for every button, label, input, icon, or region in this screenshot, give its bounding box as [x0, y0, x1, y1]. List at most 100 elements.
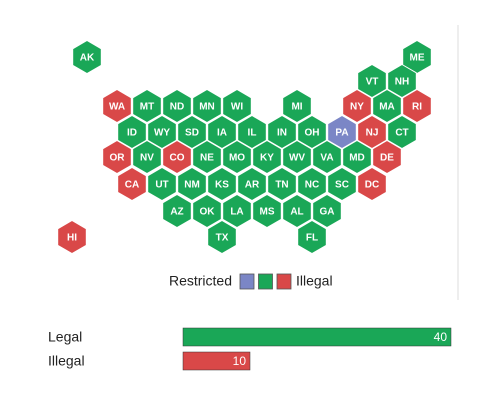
state-hex	[372, 88, 402, 124]
state-hex	[237, 166, 267, 202]
legend-swatch	[276, 273, 292, 290]
state-hex	[102, 88, 132, 124]
state-label: NE	[200, 153, 214, 164]
state-label: OH	[305, 128, 320, 139]
state-label: NC	[305, 180, 319, 191]
state-hex	[282, 88, 312, 124]
state-label: ME	[410, 53, 425, 64]
state-label: VT	[366, 77, 379, 88]
state-label: AR	[245, 180, 260, 191]
state-hex	[192, 88, 222, 124]
state-label: WY	[154, 128, 170, 139]
state-hex	[162, 193, 192, 229]
state-label: AL	[290, 207, 303, 218]
state-label: KY	[260, 153, 274, 164]
state-hex	[387, 114, 417, 150]
state-hex	[297, 219, 327, 255]
state-label: OK	[200, 207, 216, 218]
state-hex	[177, 114, 207, 150]
legend-label: Illegal	[296, 273, 333, 289]
state-label: NY	[350, 102, 364, 113]
state-hex	[282, 139, 312, 175]
state-hex	[312, 193, 342, 229]
legend-swatch	[239, 273, 255, 290]
state-hex	[222, 139, 252, 175]
state-hex	[312, 139, 342, 175]
state-label: PA	[335, 128, 348, 139]
bar-value-label: 10	[233, 354, 247, 368]
state-label: IN	[277, 128, 287, 139]
state-label: CO	[170, 153, 185, 164]
state-label: SD	[185, 128, 199, 139]
state-label: GA	[320, 207, 335, 218]
state-label: NV	[140, 153, 154, 164]
state-hex	[237, 114, 267, 150]
state-hex	[132, 88, 162, 124]
state-hex	[342, 88, 372, 124]
state-label: IL	[248, 128, 257, 139]
state-label: MD	[349, 153, 365, 164]
state-hex	[357, 166, 387, 202]
state-label: AK	[80, 53, 95, 64]
state-hex	[162, 88, 192, 124]
state-label: MN	[199, 102, 215, 113]
state-hex	[402, 88, 432, 124]
bar	[182, 351, 251, 371]
state-label: WA	[109, 102, 125, 113]
legend-label: Restricted	[169, 273, 232, 289]
state-hex	[327, 166, 357, 202]
state-label: WI	[231, 102, 243, 113]
state-hex	[207, 114, 237, 150]
state-hex	[117, 166, 147, 202]
state-label: MT	[140, 102, 154, 113]
state-hex	[57, 219, 87, 255]
state-label: IA	[217, 128, 227, 139]
state-hex	[252, 193, 282, 229]
state-label: VA	[320, 153, 333, 164]
state-label: WV	[289, 153, 305, 164]
state-label: AZ	[170, 207, 183, 218]
state-label: CA	[125, 180, 139, 191]
state-hex	[177, 166, 207, 202]
state-hex	[222, 88, 252, 124]
state-label: MA	[379, 102, 395, 113]
state-hex	[267, 114, 297, 150]
state-hex	[357, 114, 387, 150]
state-hex	[207, 219, 237, 255]
state-label: DE	[380, 153, 394, 164]
state-hex	[402, 39, 432, 75]
state-label: MS	[260, 207, 275, 218]
state-hex	[297, 166, 327, 202]
state-hex	[147, 114, 177, 150]
state-hex	[192, 139, 222, 175]
state-hex	[147, 166, 177, 202]
state-label: HI	[67, 233, 77, 244]
state-hex	[162, 139, 192, 175]
state-hex	[357, 63, 387, 99]
state-label: NM	[184, 180, 200, 191]
state-hex	[342, 139, 372, 175]
state-hex	[252, 139, 282, 175]
state-label: DC	[365, 180, 379, 191]
state-hex	[327, 114, 357, 150]
state-label: ID	[127, 128, 137, 139]
state-hex	[222, 193, 252, 229]
state-label: NH	[395, 77, 409, 88]
state-hex	[72, 39, 102, 75]
legend-swatch	[258, 273, 273, 290]
state-label: KS	[215, 180, 229, 191]
state-label: MO	[229, 153, 245, 164]
state-label: NJ	[366, 128, 379, 139]
state-label: SC	[335, 180, 349, 191]
state-hex	[387, 63, 417, 99]
state-label: CT	[395, 128, 408, 139]
state-hex	[372, 139, 402, 175]
state-label: RI	[412, 102, 422, 113]
state-label: TX	[216, 233, 229, 244]
state-label: FL	[306, 233, 318, 244]
state-label: UT	[155, 180, 168, 191]
state-hex	[117, 114, 147, 150]
bar-value-label: 40	[434, 330, 448, 344]
state-label: OR	[110, 153, 126, 164]
